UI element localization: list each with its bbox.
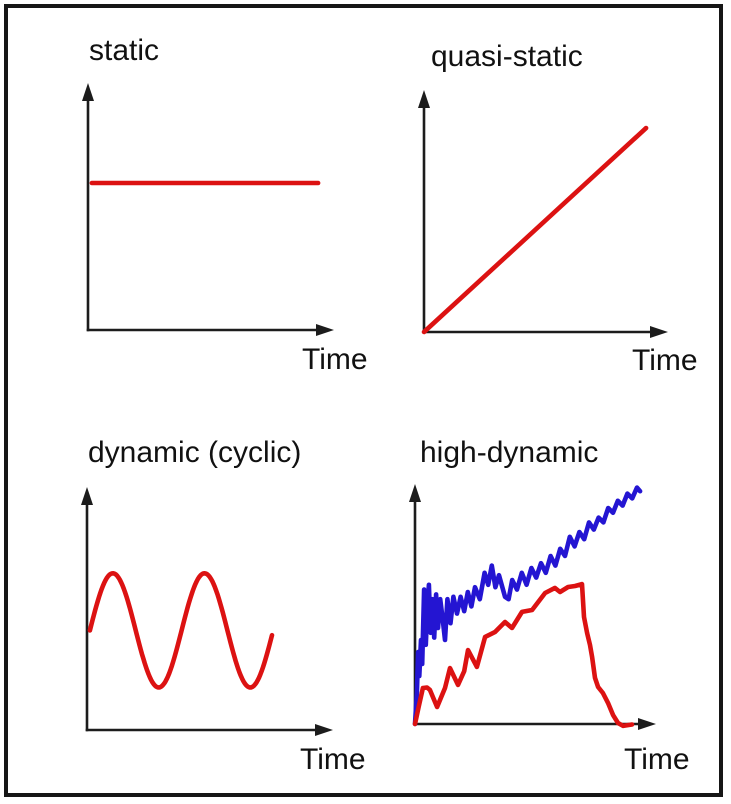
curves <box>421 125 649 335</box>
dynamic-cyclic-plot <box>81 487 333 736</box>
panel-static-title: static <box>89 34 160 67</box>
load-rise-and-failure-drop-curve <box>412 581 635 729</box>
time-axis-label: Time <box>624 743 690 776</box>
panel-dynamic-cyclic-title: dynamic (cyclic) <box>88 436 302 469</box>
x-axis-arrowhead-icon <box>316 324 334 336</box>
high-dynamic-plot <box>409 484 656 730</box>
static-plot <box>82 83 334 336</box>
x-axis-arrowhead-icon <box>315 724 333 736</box>
y-axis-arrowhead-icon <box>409 484 421 502</box>
curves <box>87 571 275 690</box>
ramp-load-line <box>421 125 649 335</box>
y-axis-arrowhead-icon <box>82 83 94 101</box>
time-axis-label: Time <box>300 743 366 776</box>
y-axis-arrowhead-icon <box>418 90 430 108</box>
figure-frame <box>4 4 723 797</box>
panel-quasi-static-title: quasi-static <box>431 40 583 73</box>
time-axis-label: Time <box>302 343 368 376</box>
quasi-static-plot <box>418 90 668 338</box>
time-axis-label: Time <box>632 344 698 377</box>
sine-load-curve <box>87 571 275 690</box>
y-axis-arrowhead-icon <box>81 487 93 505</box>
noisy-rising-load-curve <box>412 485 643 727</box>
curves <box>412 485 643 729</box>
x-axis-arrowhead-icon <box>638 718 656 730</box>
panel-high-dynamic-title: high-dynamic <box>420 436 599 469</box>
x-axis-arrowhead-icon <box>650 326 668 338</box>
